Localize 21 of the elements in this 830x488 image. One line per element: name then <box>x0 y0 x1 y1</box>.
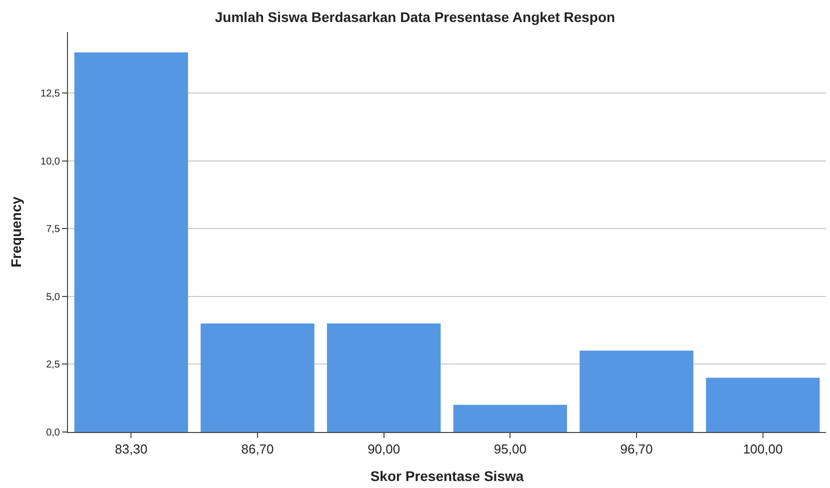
x-tick-label: 83,30 <box>114 442 148 457</box>
y-axis-title: Frequency <box>8 196 24 268</box>
bar <box>74 52 188 432</box>
bar <box>580 350 694 432</box>
x-tick-label: 95,00 <box>494 442 526 457</box>
bar <box>453 404 568 432</box>
y-tick-label: 2,5 <box>46 360 60 371</box>
bar <box>200 324 314 432</box>
chart-title: Jumlah Siswa Berdasarkan Data Presentase Angket Respon <box>214 9 616 25</box>
y-tick-label: 7,5 <box>46 224 60 236</box>
x-tick-label: 90,00 <box>368 442 400 457</box>
y-tick-label: 10,0 <box>40 156 60 168</box>
y-tick-label: 5,0 <box>46 292 60 303</box>
bar <box>706 378 820 432</box>
y-tick-label: 12,5 <box>40 88 60 100</box>
x-axis-title: Skor Presentase Siswa <box>370 468 524 484</box>
x-tick-label: 100,00 <box>742 442 783 457</box>
x-tick-label: 96,70 <box>620 442 653 457</box>
y-tick-label: 0,0 <box>46 428 60 438</box>
x-tick-label: 86,70 <box>241 442 274 457</box>
bar <box>326 324 441 432</box>
